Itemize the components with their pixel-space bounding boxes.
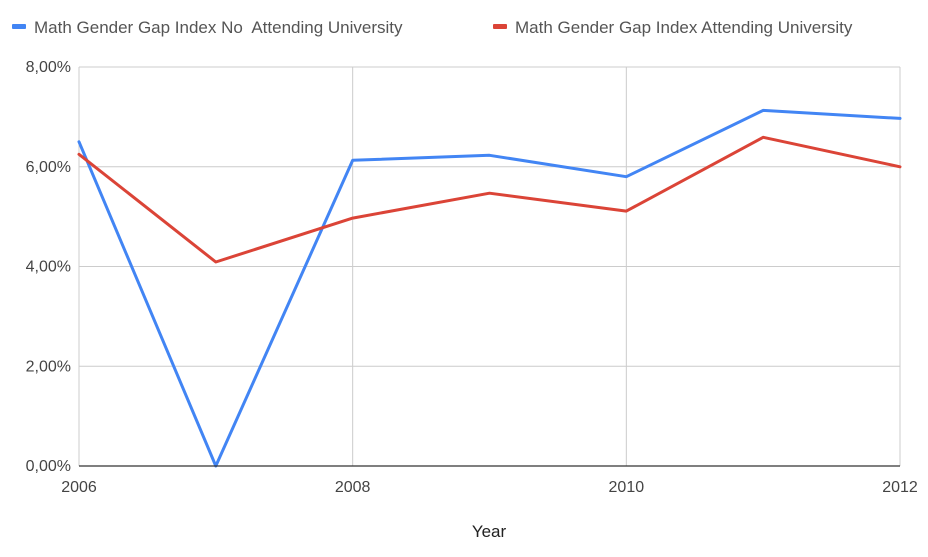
legend-label-attending: Math Gender Gap Index Attending Universi…: [515, 18, 853, 37]
y-tick-label: 4,00%: [26, 259, 71, 276]
legend-label-no-attending: Math Gender Gap Index No Attending Unive…: [34, 18, 403, 37]
y-tick-label: 2,00%: [26, 358, 71, 375]
x-tick-label: 2010: [609, 479, 645, 496]
x-tick-label: 2006: [61, 479, 97, 496]
y-tick-label: 0,00%: [26, 458, 71, 475]
gridlines: [79, 67, 900, 466]
legend-swatch-no-attending: [12, 24, 26, 29]
legend: Math Gender Gap Index No Attending Unive…: [12, 18, 853, 37]
y-tick-label: 6,00%: [26, 159, 71, 176]
series-lines: [79, 110, 900, 466]
x-tick-label: 2012: [882, 479, 918, 496]
x-tick-label: 2008: [335, 479, 371, 496]
series-line-no-attending: [79, 110, 900, 466]
x-axis-title: Year: [472, 522, 507, 541]
y-tick-label: 8,00%: [26, 59, 71, 76]
axes: 0,00% 2,00% 4,00% 6,00% 8,00% 2006 2008 2010 201…: [26, 59, 918, 496]
legend-swatch-attending: [493, 24, 507, 29]
